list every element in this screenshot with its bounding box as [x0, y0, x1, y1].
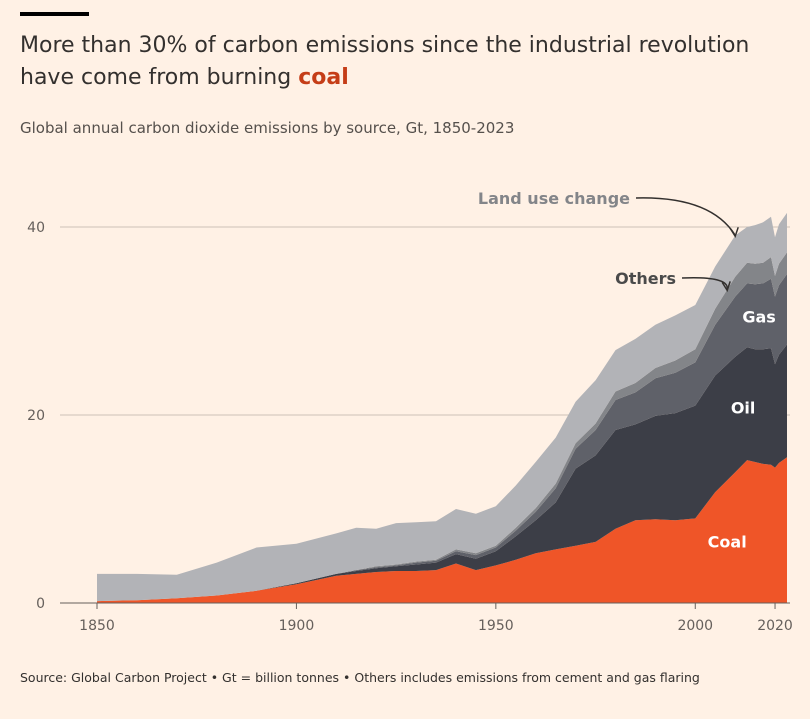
source-note: Source: Global Carbon Project • Gt = bil… [20, 670, 700, 685]
title-text: More than 30% of carbon emissions since … [20, 33, 750, 90]
y-tick-label-40: 40 [27, 220, 45, 236]
annotation-arrow-land-use-change [635, 197, 736, 236]
x-tick-label-1900: 1900 [279, 618, 315, 634]
label-oil: Oil [731, 398, 756, 417]
area-oil [97, 344, 787, 602]
area-land-use-change [97, 212, 787, 602]
x-tick-label-2020: 2020 [757, 618, 793, 634]
annotation-arrowhead-land-use-change [729, 227, 739, 239]
chart-title: More than 30% of carbon emissions since … [20, 30, 790, 94]
x-tick-label-1950: 1950 [478, 618, 514, 634]
ft-top-rule [20, 12, 89, 16]
label-coal: Coal [708, 533, 747, 552]
annotation-land-use-change: Land use change [478, 189, 630, 208]
x-tick-label-1850: 1850 [79, 618, 115, 634]
chart-subtitle: Global annual carbon dioxide emissions b… [20, 119, 515, 137]
annotation-arrowhead-others [721, 281, 731, 293]
title-highlight-coal: coal [298, 65, 349, 90]
annotation-arrow-others [681, 276, 728, 290]
label-gas: Gas [742, 308, 775, 327]
area-coal [97, 457, 787, 603]
x-tick-label-2000: 2000 [677, 618, 713, 634]
y-tick-label-20: 20 [27, 408, 45, 424]
y-tick-label-0: 0 [36, 596, 45, 612]
annotation-others: Others [615, 269, 676, 288]
